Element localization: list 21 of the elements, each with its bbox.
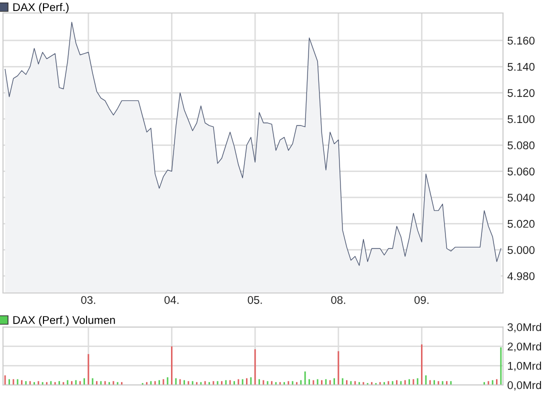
y-tick-label: 3,0Mrd (508, 322, 542, 332)
y-tick-label: 5.000 (508, 246, 535, 254)
y-tick-label: 5.020 (508, 220, 535, 228)
x-tick-label: 03. (81, 296, 96, 304)
x-tick-label: 08. (331, 296, 346, 304)
y-tick-label: 5.120 (508, 89, 535, 97)
y-tick-label: 0,0Mrd (508, 380, 542, 390)
y-tick-label: 2,0Mrd (508, 342, 542, 352)
y-tick-label: 5.080 (508, 141, 535, 150)
y-tick-label: 5.060 (508, 168, 535, 176)
y-tick-label: 5.160 (508, 36, 535, 45)
y-tick-label: 5.040 (508, 194, 535, 202)
y-tick-label: 1,0Mrd (508, 362, 542, 372)
y-tick-label: 5.140 (508, 62, 535, 71)
legend-label: DAX (Perf.) Volumen (13, 316, 115, 326)
x-tick-label: 09. (414, 296, 428, 304)
y-tick-label: 4.980 (507, 272, 535, 280)
legend-label: DAX (Perf.) (13, 2, 69, 14)
x-tick-label: 05. (248, 296, 262, 304)
y-tick-label: 5.100 (508, 115, 535, 124)
x-tick-label: 04. (164, 296, 178, 304)
